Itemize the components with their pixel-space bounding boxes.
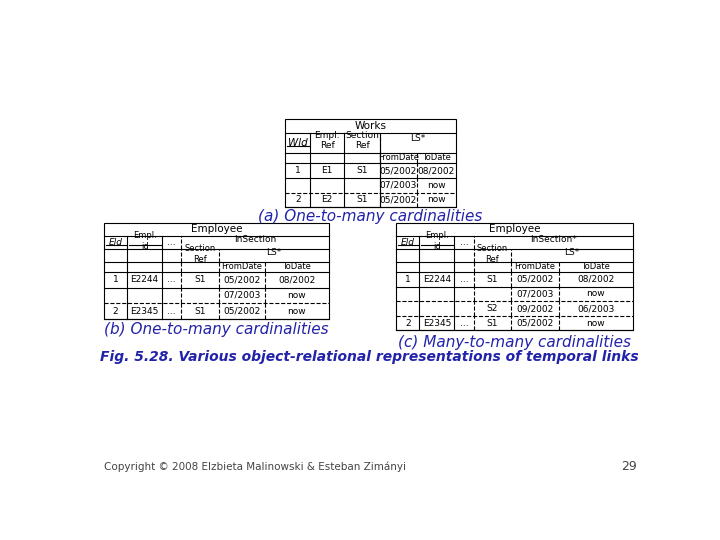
Text: 05/2002: 05/2002: [516, 319, 554, 328]
Text: now: now: [586, 289, 605, 299]
Text: LS*: LS*: [564, 248, 580, 257]
Text: S1: S1: [194, 275, 206, 284]
Text: E2345: E2345: [130, 307, 159, 315]
Text: Section
Ref: Section Ref: [184, 245, 216, 264]
Text: S1: S1: [487, 319, 498, 328]
Text: 05/2002: 05/2002: [380, 195, 417, 205]
Text: 1: 1: [294, 166, 300, 175]
Text: ...: ...: [168, 238, 176, 247]
Text: Empl.
id: Empl. id: [132, 231, 156, 251]
Text: E2244: E2244: [130, 275, 158, 284]
Text: Fig. 5.28. Various object-relational representations of temporal links: Fig. 5.28. Various object-relational rep…: [99, 350, 639, 365]
Text: S1: S1: [194, 307, 206, 315]
Text: E1: E1: [321, 166, 333, 175]
Bar: [285, 119, 456, 207]
Text: Section
Ref: Section Ref: [345, 131, 379, 150]
Text: E2345: E2345: [423, 319, 451, 328]
Text: Wld: Wld: [288, 138, 307, 147]
Text: ToDate: ToDate: [422, 153, 451, 163]
Text: now: now: [287, 307, 306, 315]
Text: (c) Many-to-many cardinalities: (c) Many-to-many cardinalities: [398, 334, 631, 349]
Text: ...: ...: [168, 307, 176, 315]
Text: (b) One-to-many cardinalities: (b) One-to-many cardinalities: [104, 322, 328, 337]
Text: 1: 1: [405, 275, 410, 284]
Text: now: now: [427, 181, 446, 190]
Text: 05/2002: 05/2002: [223, 307, 261, 315]
Text: ...: ...: [459, 238, 468, 247]
Text: Copyright © 2008 Elzbieta Malinowski & Esteban Zimányi: Copyright © 2008 Elzbieta Malinowski & E…: [104, 462, 406, 472]
Text: FromDate: FromDate: [378, 153, 419, 163]
Text: Employee: Employee: [489, 224, 540, 234]
Text: Empl.
Ref: Empl. Ref: [315, 131, 340, 150]
Text: Section
Ref: Section Ref: [477, 245, 508, 264]
Text: InSection: InSection: [234, 234, 276, 244]
Text: 05/2002: 05/2002: [516, 275, 554, 284]
Text: 2: 2: [405, 319, 410, 328]
Bar: [396, 222, 632, 330]
Text: Empl.
id: Empl. id: [425, 231, 449, 251]
Text: FromDate: FromDate: [514, 262, 555, 272]
Text: FromDate: FromDate: [222, 262, 262, 272]
Text: now: now: [287, 291, 306, 300]
Text: Works: Works: [354, 120, 387, 131]
Text: 2: 2: [113, 307, 118, 315]
Text: Eld: Eld: [401, 238, 415, 247]
Text: 08/2002: 08/2002: [577, 275, 614, 284]
Text: 05/2002: 05/2002: [223, 275, 261, 284]
Text: 09/2002: 09/2002: [516, 304, 554, 313]
Text: 2: 2: [295, 195, 300, 205]
Text: now: now: [586, 319, 605, 328]
Text: Employee: Employee: [191, 224, 242, 234]
Text: ToDate: ToDate: [282, 262, 311, 272]
Text: 07/2003: 07/2003: [379, 181, 417, 190]
Text: S1: S1: [487, 275, 498, 284]
Text: ToDate: ToDate: [581, 262, 610, 272]
Text: S1: S1: [356, 166, 368, 175]
Text: (a) One-to-many cardinalities: (a) One-to-many cardinalities: [258, 209, 482, 224]
Text: ...: ...: [459, 319, 468, 328]
Text: 29: 29: [621, 460, 637, 473]
Text: ...: ...: [168, 275, 176, 284]
Text: 08/2002: 08/2002: [279, 275, 315, 284]
Text: LS*: LS*: [410, 134, 426, 143]
Text: 1: 1: [113, 275, 119, 284]
Text: ...: ...: [459, 275, 468, 284]
Text: Eld: Eld: [109, 238, 122, 247]
Text: S2: S2: [487, 304, 498, 313]
Text: E2: E2: [322, 195, 333, 205]
Text: now: now: [427, 195, 446, 205]
Text: 08/2002: 08/2002: [418, 166, 455, 175]
Text: InSection*: InSection*: [530, 234, 577, 244]
Text: 07/2003: 07/2003: [516, 289, 554, 299]
Bar: [104, 222, 329, 319]
Text: 05/2002: 05/2002: [380, 166, 417, 175]
Text: 07/2003: 07/2003: [223, 291, 261, 300]
Text: LS*: LS*: [266, 248, 282, 257]
Text: S1: S1: [356, 195, 368, 205]
Text: 06/2003: 06/2003: [577, 304, 614, 313]
Text: E2244: E2244: [423, 275, 451, 284]
